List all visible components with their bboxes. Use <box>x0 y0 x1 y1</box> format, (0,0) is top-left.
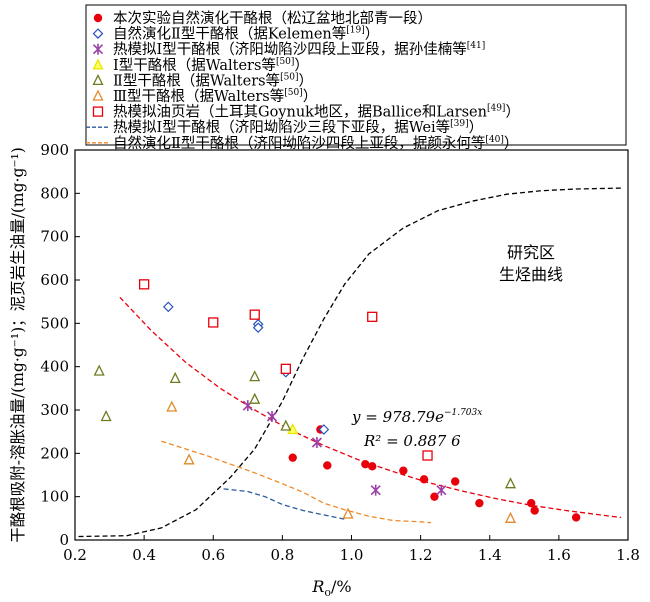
point-present <box>288 453 297 462</box>
legend-label: 自然演化Ⅱ型干酪根（据Kelemen等[19]） <box>113 25 379 43</box>
point-walters2 <box>504 477 517 489</box>
legend-label: 热模拟Ⅰ型干酪根（济阳坳陷沙三段下亚段，据Wei等[39]） <box>113 118 483 136</box>
y-axis: 0 100 200 300 400 500 600 700 800 900 <box>40 141 80 549</box>
x-tick-label: 0.4 <box>132 546 156 564</box>
y-tick-label: 500 <box>40 314 69 332</box>
point-walters2 <box>249 392 261 404</box>
point-sun <box>370 484 381 496</box>
legend: 本次实验自然演化干酪根（松辽盆地北部青一段）自然演化Ⅱ型干酪根（据Kelemen… <box>85 4 627 152</box>
point-walters3 <box>166 400 178 412</box>
point-present <box>323 461 332 470</box>
y-axis-label: 干酪根吸附-溶胀油量/(mg·g⁻¹)；泥页岩生油量/(mg·g⁻¹) <box>9 147 27 543</box>
x-tick-label: 1.4 <box>478 546 502 564</box>
point-kelemen <box>318 424 330 435</box>
curve-label-2: 生烃曲线 <box>499 265 563 284</box>
legend-label: 本次实验自然演化干酪根（松辽盆地北部青一段） <box>113 10 432 27</box>
point-present <box>571 513 581 522</box>
point-sun <box>436 484 447 496</box>
x-tick-label: 0.8 <box>270 546 294 564</box>
legend-marker <box>92 43 104 55</box>
y-tick-label: 800 <box>40 184 69 202</box>
line-fit <box>119 296 622 519</box>
point-present <box>419 475 429 484</box>
point-kelemen <box>252 322 264 334</box>
line-generation_curve <box>78 187 622 538</box>
y-tick-label: 400 <box>40 358 69 376</box>
point-ballice <box>422 450 433 461</box>
chart-lines <box>78 187 622 538</box>
y-tick-label: 200 <box>40 444 69 462</box>
legend-label: 热模拟Ⅰ型干酪根（济阳坳陷沙四段上亚段，据孙佳楠等[41] <box>113 40 485 58</box>
point-walters2 <box>249 370 261 382</box>
y-tick-label: 100 <box>40 488 69 506</box>
point-ballice <box>249 309 260 320</box>
legend-items: 本次实验自然演化干酪根（松辽盆地北部青一段）自然演化Ⅱ型干酪根（据Kelemen… <box>86 10 520 152</box>
x-axis: 0.2 0.4 0.6 0.8 1.0 1.2 1.4 1.6 1.8 <box>63 535 640 564</box>
y-tick-label: 0 <box>59 531 69 549</box>
legend-marker <box>92 28 104 39</box>
point-present <box>368 462 377 471</box>
point-sun <box>266 411 278 422</box>
point-kelemen <box>162 301 174 313</box>
point-walters2 <box>100 410 112 422</box>
point-present <box>527 498 536 508</box>
point-present <box>475 498 484 508</box>
x-axis-label: Ro/% <box>311 577 351 599</box>
point-ballice <box>208 317 219 328</box>
point-walters2 <box>93 364 105 376</box>
point-present <box>450 477 460 486</box>
legend-marker <box>93 13 103 23</box>
legend-marker <box>92 89 104 101</box>
legend-marker <box>92 58 104 70</box>
point-present <box>361 459 370 469</box>
legend-label: Ⅱ型干酪根（据Walters等[50]） <box>113 71 313 89</box>
point-present <box>399 466 408 475</box>
plot-area: 0.2 0.4 0.6 0.8 1.0 1.2 1.4 1.6 1.8 0 100 200 300 40… <box>40 141 640 564</box>
x-tick-label: 1.2 <box>409 546 433 564</box>
point-walters3 <box>504 511 517 523</box>
x-tick-label: 1.0 <box>340 546 364 564</box>
legend-label: 自然演化Ⅱ型干酪根（济阳坳陷沙四段上亚段，据颜永何等[40]） <box>113 134 518 152</box>
point-walters2 <box>169 371 181 384</box>
chart-annotations: y = 978.79e−1.703x R² = 0.887 6 研究区 生烃曲线 <box>351 243 563 450</box>
point-sun <box>311 437 323 448</box>
x-tick-label: 0.6 <box>201 546 225 564</box>
fit-equation: y = 978.79e−1.703x <box>351 408 482 426</box>
legend-marker <box>92 73 104 86</box>
point-present <box>430 492 439 501</box>
line-wei <box>223 488 345 520</box>
point-ballice <box>367 311 378 322</box>
point-ballice <box>280 363 291 374</box>
curve-label-1: 研究区 <box>507 243 555 262</box>
y-tick-label: 300 <box>40 401 69 419</box>
point-walters3 <box>183 453 195 465</box>
legend-label: Ⅲ型干酪根（据Walters等[50]） <box>113 87 317 105</box>
point-present <box>530 506 539 515</box>
x-tick-label: 1.8 <box>616 546 640 564</box>
chart-points <box>93 279 581 523</box>
legend-box <box>85 4 627 146</box>
y-tick-label: 600 <box>40 271 69 289</box>
fit-r2: R² = 0.887 6 <box>363 432 461 450</box>
plot-frame <box>74 149 629 541</box>
x-tick-label: 0.2 <box>63 546 87 564</box>
legend-marker <box>92 106 104 117</box>
legend-label: 热模拟油页岩（土耳其Goynuk地区，据Ballice和Larsen[49]） <box>113 104 520 121</box>
point-ballice <box>138 279 150 290</box>
line-yan <box>161 440 432 524</box>
point-walters2 <box>280 419 292 431</box>
y-tick-label: 900 <box>40 141 69 159</box>
legend-label: Ⅰ型干酪根（据Walters等[50]） <box>113 56 309 74</box>
y-tick-label: 700 <box>40 228 69 246</box>
point-walters3 <box>342 507 354 519</box>
x-tick-label: 1.6 <box>547 546 571 564</box>
